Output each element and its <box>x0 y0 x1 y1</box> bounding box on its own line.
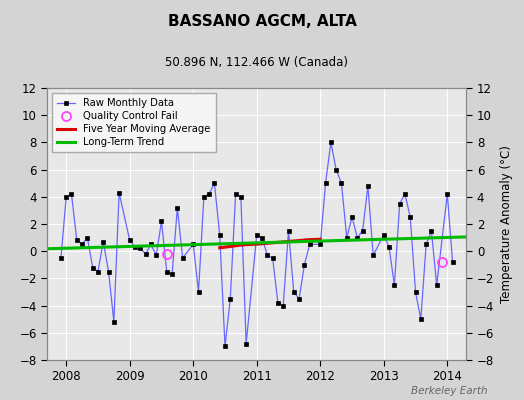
Five Year Moving Average <box>216 245 223 250</box>
Quality Control Fail <box>163 252 170 256</box>
Five Year Moving Average <box>269 240 276 245</box>
Five Year Moving Average <box>307 237 313 242</box>
Raw Monthly Data <box>286 228 292 233</box>
Five Year Moving Average <box>243 242 249 247</box>
Five Year Moving Average <box>301 238 308 242</box>
Five Year Moving Average <box>233 243 239 248</box>
Raw Monthly Data <box>444 192 451 196</box>
Line: Five Year Moving Average: Five Year Moving Average <box>220 239 320 248</box>
Raw Monthly Data <box>116 190 122 195</box>
Text: BASSANO AGCM, ALTA: BASSANO AGCM, ALTA <box>168 14 356 30</box>
Raw Monthly Data <box>132 245 138 250</box>
Raw Monthly Data <box>58 256 64 260</box>
Five Year Moving Average <box>238 243 244 248</box>
Five Year Moving Average <box>317 237 323 242</box>
Raw Monthly Data <box>365 184 371 188</box>
Raw Monthly Data <box>84 235 91 240</box>
Y-axis label: Temperature Anomaly (°C): Temperature Anomaly (°C) <box>500 145 512 303</box>
Five Year Moving Average <box>291 238 297 243</box>
Five Year Moving Average <box>227 244 233 249</box>
Five Year Moving Average <box>264 241 270 246</box>
Quality Control Fail <box>439 260 445 264</box>
Raw Monthly Data <box>450 260 456 264</box>
Five Year Moving Average <box>296 238 302 243</box>
Raw Monthly Data <box>328 140 334 145</box>
Raw Monthly Data <box>222 344 228 349</box>
Five Year Moving Average <box>222 245 228 250</box>
Five Year Moving Average <box>254 242 260 246</box>
Legend: Raw Monthly Data, Quality Control Fail, Five Year Moving Average, Long-Term Tren: Raw Monthly Data, Quality Control Fail, … <box>52 93 215 152</box>
Five Year Moving Average <box>286 239 292 244</box>
Five Year Moving Average <box>280 240 287 244</box>
Line: Quality Control Fail: Quality Control Fail <box>162 250 446 266</box>
Five Year Moving Average <box>259 241 265 246</box>
Five Year Moving Average <box>275 240 281 245</box>
Line: Raw Monthly Data: Raw Monthly Data <box>59 141 454 348</box>
Title: 50.896 N, 112.466 W (Canada): 50.896 N, 112.466 W (Canada) <box>165 56 348 69</box>
Text: Berkeley Earth: Berkeley Earth <box>411 386 487 396</box>
